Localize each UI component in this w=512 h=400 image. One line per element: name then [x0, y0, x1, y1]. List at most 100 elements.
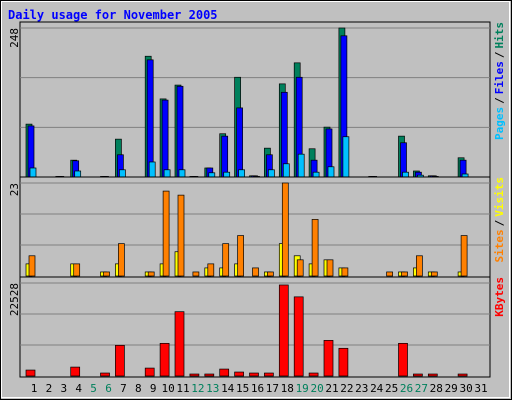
x-tick-label: 11 [176, 382, 189, 395]
bar [100, 372, 110, 377]
x-tick-label: 9 [150, 382, 157, 395]
panel [19, 21, 491, 179]
y-tick-label: 248 [8, 28, 21, 48]
bar [293, 296, 304, 377]
bar [278, 284, 289, 377]
x-tick-label: 28 [430, 382, 443, 395]
bar [25, 369, 36, 377]
bar [341, 267, 349, 277]
bar [402, 171, 409, 178]
bar [282, 163, 290, 178]
bar [73, 263, 81, 277]
x-tick-label: 21 [325, 382, 338, 395]
bar [119, 169, 126, 178]
panel [19, 276, 491, 378]
bar [460, 235, 468, 277]
legend: Sites / Visits [493, 177, 506, 263]
y-tick-label: 23 [8, 183, 21, 196]
x-tick-label: 23 [355, 382, 368, 395]
bar [115, 344, 125, 377]
x-tick-label: 4 [75, 382, 82, 395]
bar [323, 340, 334, 377]
bar [308, 372, 319, 377]
bar [174, 311, 185, 377]
x-tick-label: 30 [459, 382, 472, 395]
bar [192, 271, 200, 277]
bar [234, 371, 244, 377]
x-tick-label: 27 [415, 382, 428, 395]
x-tick-label: 3 [60, 382, 67, 395]
bar [264, 372, 274, 377]
bar [176, 85, 184, 178]
bar [162, 190, 170, 277]
legend-entry: Visits [493, 177, 506, 217]
legend-entry: Sites [493, 229, 506, 262]
bar [401, 271, 408, 277]
x-tick-label: 14 [221, 382, 235, 395]
x-tick-label: 20 [310, 382, 323, 395]
x-tick-label: 31 [474, 382, 487, 395]
x-tick-label: 5 [90, 382, 97, 395]
bar [430, 271, 438, 277]
bar [223, 171, 231, 178]
bar [146, 59, 154, 178]
bar [238, 169, 245, 178]
x-tick-label: 24 [370, 382, 384, 395]
bar [236, 107, 243, 178]
bar [103, 271, 110, 277]
bar [249, 372, 259, 377]
legend-entry: Files [493, 61, 506, 94]
bar [457, 373, 468, 377]
bar [70, 366, 81, 377]
x-tick-label: 13 [206, 382, 219, 395]
x-tick-label: 16 [251, 382, 264, 395]
x-tick-label: 17 [266, 382, 279, 395]
legend-separator: / [493, 51, 506, 58]
y-tick-label: 22528 [8, 283, 21, 316]
bar [161, 99, 169, 178]
bar [326, 259, 334, 277]
x-tick-label: 18 [281, 382, 294, 395]
bar [342, 136, 350, 178]
bar [297, 153, 305, 178]
x-tick-label: 12 [191, 382, 204, 395]
legend: Pages / Files / Hits [493, 22, 506, 140]
bar [327, 166, 335, 178]
bar [163, 169, 171, 178]
x-tick-label: 7 [120, 382, 127, 395]
bar [416, 255, 423, 277]
bar [208, 172, 216, 178]
bar [413, 373, 423, 377]
bar [118, 243, 125, 277]
bar [74, 170, 82, 178]
x-tick-label: 25 [385, 382, 398, 395]
x-tick-label: 6 [105, 382, 112, 395]
bar [427, 373, 438, 377]
legend-entry: Pages [493, 107, 506, 140]
bar [221, 135, 229, 178]
bar [296, 259, 304, 277]
bar [178, 169, 186, 178]
bar [204, 373, 215, 377]
bar [29, 167, 37, 178]
bar [219, 368, 230, 377]
bar [207, 263, 215, 277]
legend-entry: KBytes [493, 277, 506, 317]
bar [148, 161, 156, 178]
bar [267, 271, 274, 277]
bar [237, 235, 244, 277]
x-tick-label: 22 [340, 382, 353, 395]
chart-title: Daily usage for November 2005 [8, 8, 218, 22]
legend-entry: Hits [493, 22, 506, 49]
bar [147, 271, 155, 277]
x-tick-label: 2 [46, 382, 53, 395]
bar [222, 243, 230, 277]
x-tick-label: 29 [445, 382, 458, 395]
bar [398, 342, 408, 377]
bar [144, 367, 155, 377]
x-tick-label: 8 [135, 382, 142, 395]
panel [19, 176, 491, 278]
bar [189, 373, 200, 377]
